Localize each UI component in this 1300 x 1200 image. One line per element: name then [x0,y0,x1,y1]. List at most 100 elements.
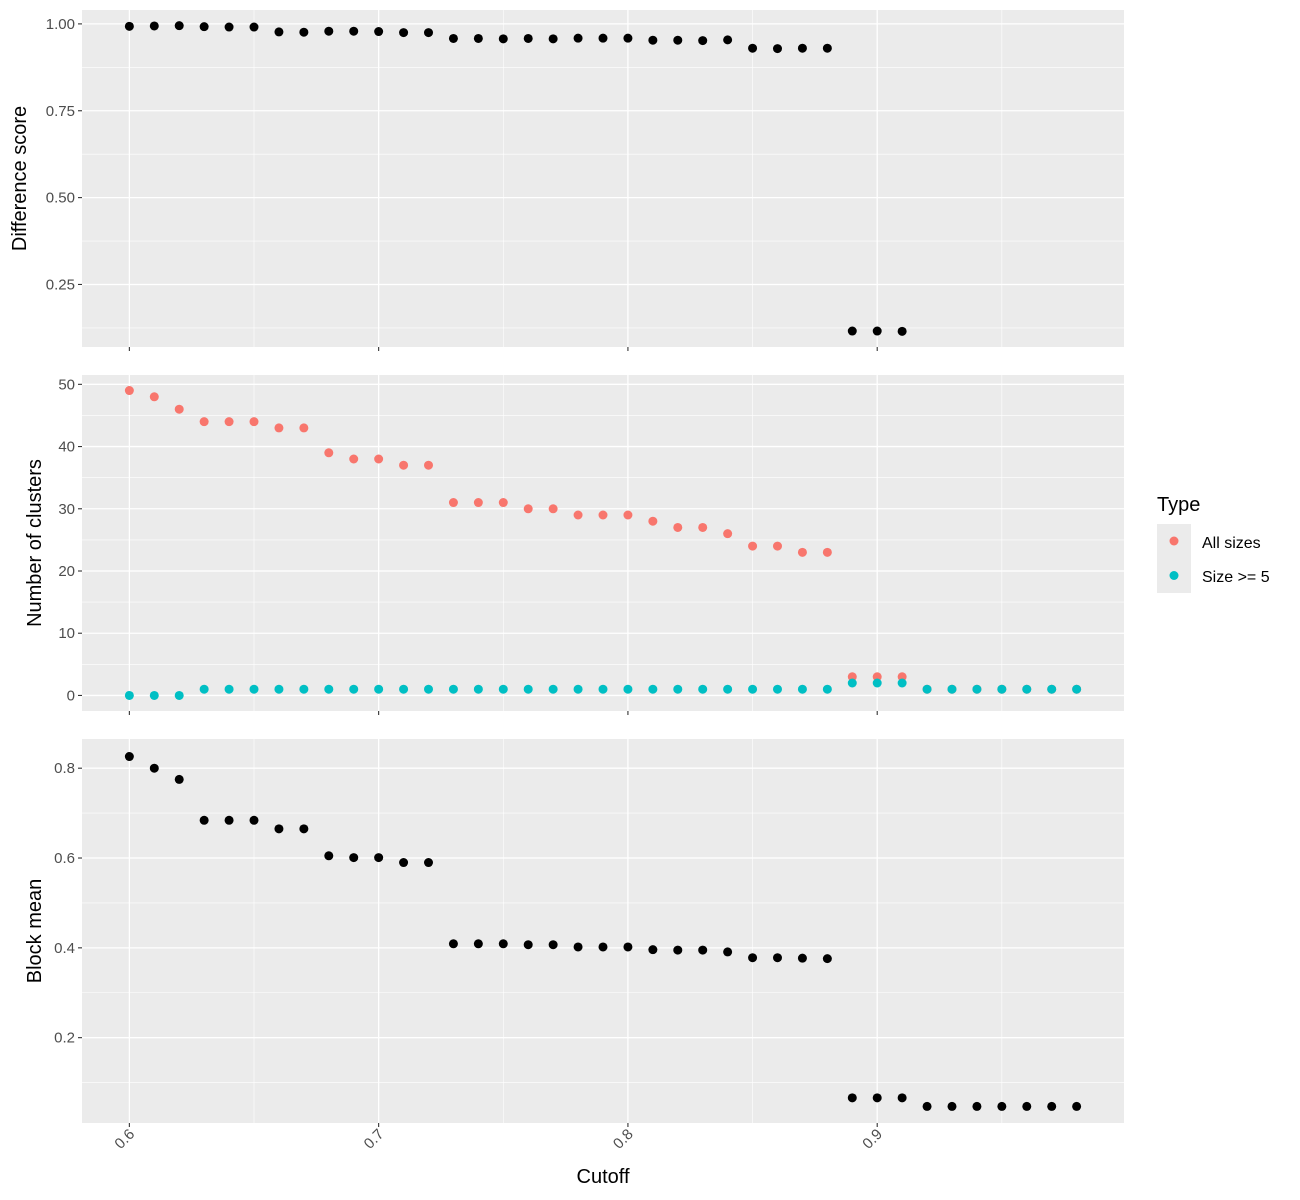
data-point [847,1093,857,1103]
y-tick-label: 0.8 [54,760,75,777]
y-tick-label: 10 [58,625,75,642]
y-axis-label: Number of clusters [24,459,46,627]
legend-key-all-sizes [1169,536,1179,546]
data-point [224,22,234,32]
y-tick-label: 0.4 [54,940,75,957]
data-point [748,541,758,551]
data-point [772,684,782,694]
data-point [897,326,907,336]
data-point [872,326,882,336]
y-tick-label: 20 [58,563,75,580]
x-tick-label: 0.6 [111,1126,138,1153]
data-point [997,684,1007,694]
data-point [673,684,683,694]
data-point [822,684,832,694]
data-point [124,690,134,700]
data-point [473,498,483,508]
data-point [748,684,758,694]
y-tick-label: 30 [58,501,75,518]
data-point [124,752,134,762]
data-point [1047,684,1057,694]
data-point [349,26,359,36]
data-point [698,36,708,46]
legend-label-all-sizes: All sizes [1202,535,1261,552]
data-point [374,684,384,694]
data-point [299,824,309,834]
data-point [1022,1101,1032,1111]
data-point [648,945,658,955]
data-point [224,417,234,427]
data-point [224,815,234,825]
data-point [399,460,409,470]
x-axis-label: Cutoff [577,1166,630,1188]
y-tick-label: 0.75 [46,103,75,120]
data-point [249,684,259,694]
data-point [199,417,209,427]
data-point [548,940,558,950]
data-point [424,684,434,694]
panel-background [82,375,1124,711]
data-point [149,392,159,402]
data-point [922,1101,932,1111]
data-point [822,43,832,53]
data-point [299,684,309,694]
data-point [1022,684,1032,694]
data-point [673,35,683,45]
data-point [324,448,334,458]
data-point [723,35,733,45]
legend-key-size-ge-5 [1169,571,1179,580]
data-point [498,939,508,949]
x-tick-label: 0.7 [361,1126,388,1153]
y-tick-label: 0.2 [54,1030,75,1047]
data-point [249,417,259,427]
data-point [274,423,284,433]
data-point [199,684,209,694]
data-point [1072,1101,1082,1111]
data-point [473,939,483,949]
data-point [274,684,284,694]
data-point [573,33,583,43]
data-point [997,1101,1007,1111]
data-point [573,510,583,520]
y-tick-label: 0.25 [46,276,75,293]
difference-score-panel: 0.25 0.50 0.75 1.00 Difference score [9,10,1124,351]
data-point [698,684,708,694]
data-point [249,815,259,825]
data-point [947,684,957,694]
data-point [399,858,409,868]
data-point [673,945,683,955]
y-axis-label: Block mean [24,879,46,984]
data-point [473,684,483,694]
y-tick-label: 40 [58,439,75,456]
data-point [897,678,907,688]
data-point [399,684,409,694]
data-point [349,684,359,694]
data-point [847,672,857,682]
data-point [124,21,134,31]
data-point [374,27,384,37]
data-point [623,942,633,952]
data-point [374,853,384,863]
data-point [723,684,733,694]
panel-background [82,739,1124,1123]
data-point [847,678,857,688]
data-point [324,851,334,861]
data-point [523,684,533,694]
data-point [324,684,334,694]
data-point [1072,684,1082,694]
data-point [448,498,458,508]
data-point [598,510,608,520]
data-point [698,522,708,532]
data-point [623,684,633,694]
y-tick-label: 0.6 [54,850,75,867]
data-point [448,939,458,949]
data-point [797,547,807,557]
data-point [872,672,882,682]
x-tick-label: 0.9 [859,1126,886,1153]
data-point [598,942,608,952]
legend-label-size-ge-5: Size >= 5 [1202,569,1270,586]
data-point [797,684,807,694]
data-point [748,953,758,963]
data-point [249,22,259,32]
data-point [174,774,184,784]
